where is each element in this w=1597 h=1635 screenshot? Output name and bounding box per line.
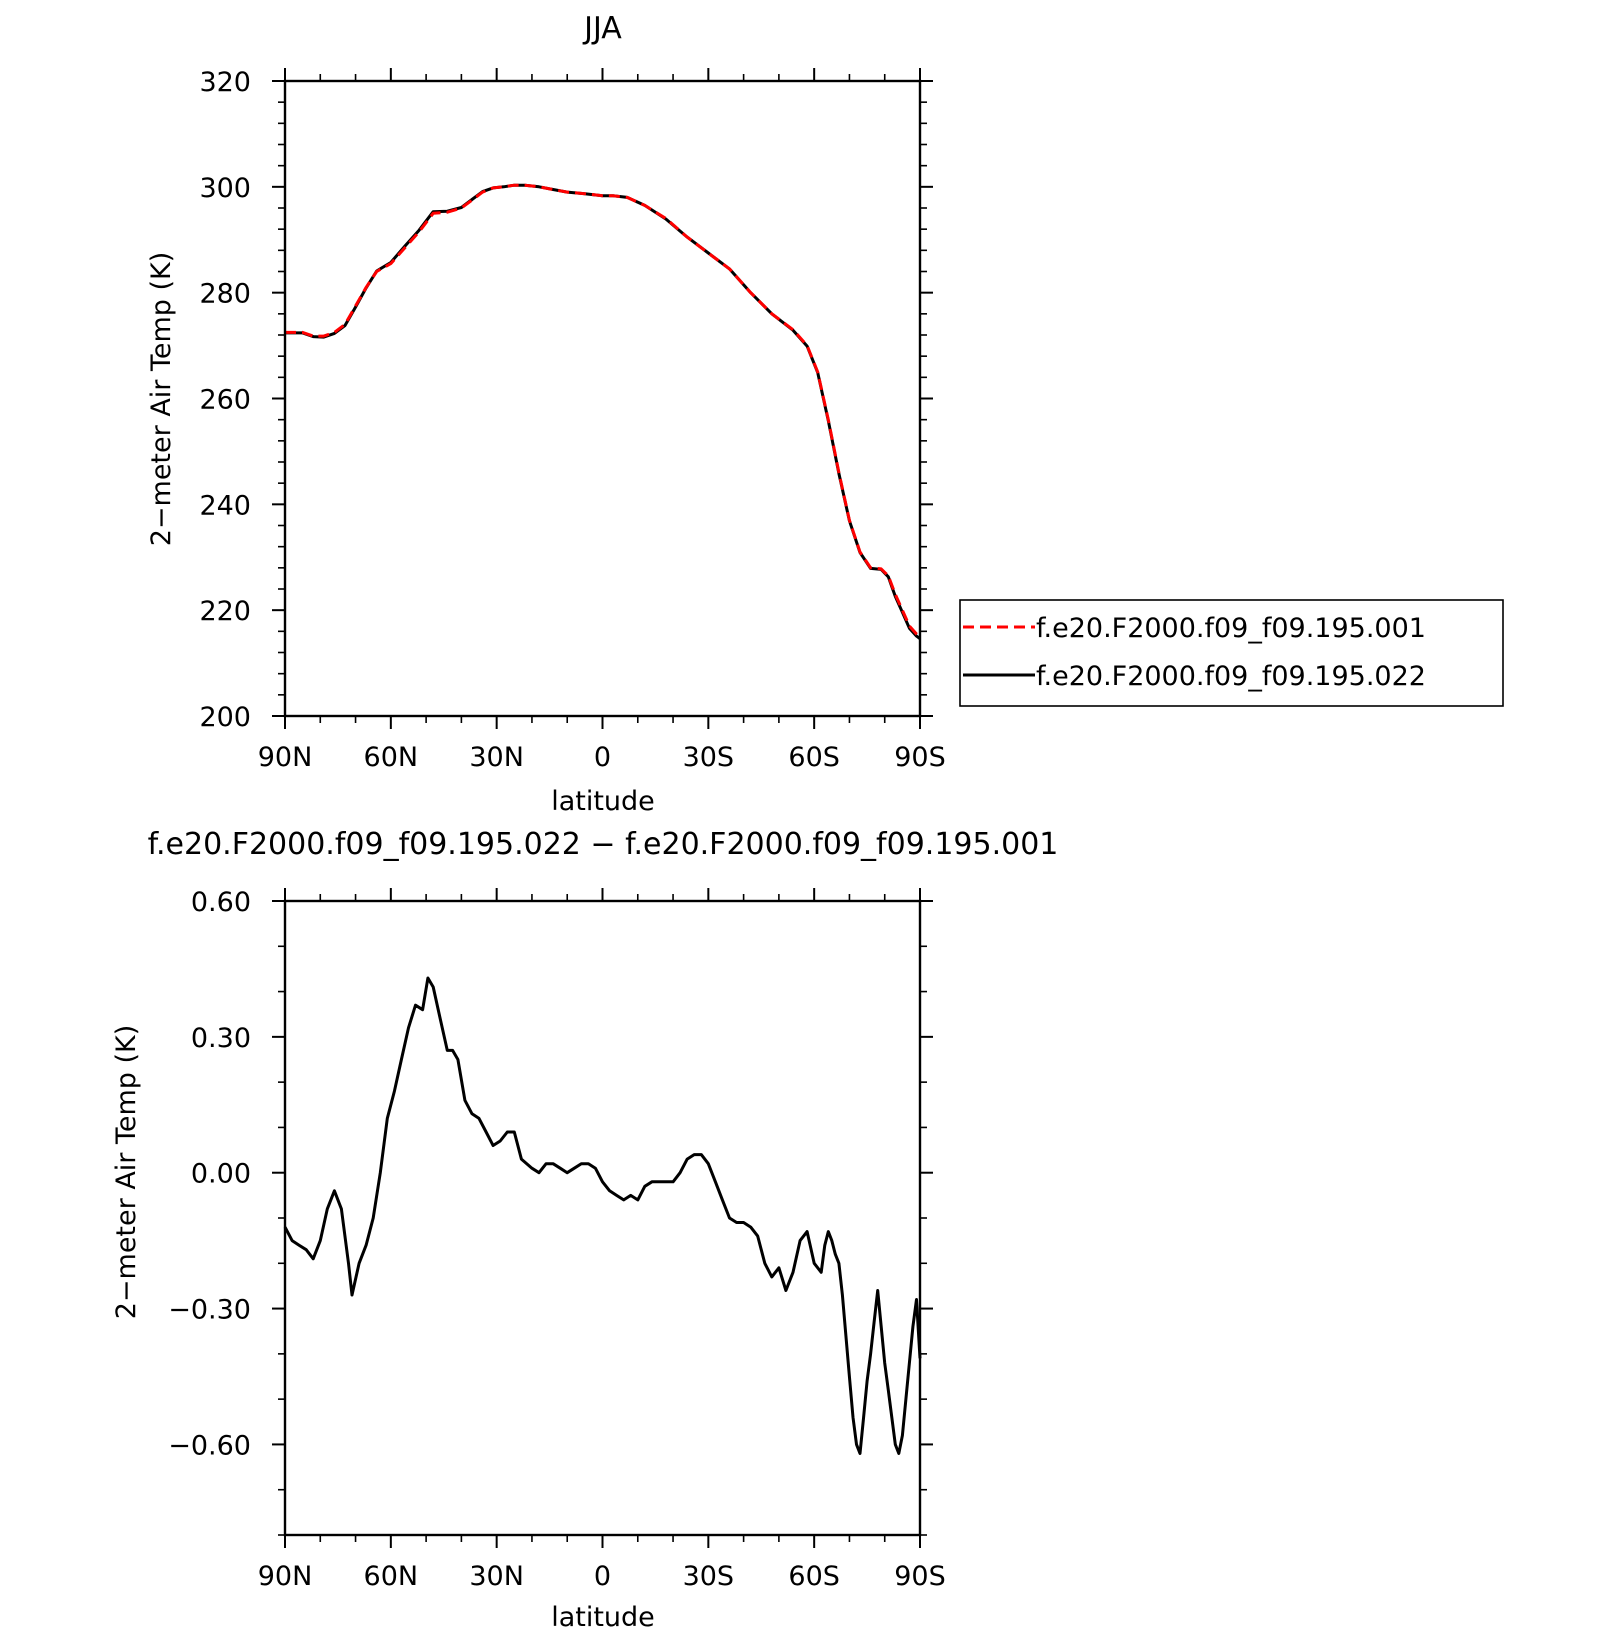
bottom-series-line-0 [283,976,922,1455]
bottom-y-tick-label: 0.60 [191,887,251,918]
bottom-y-tick-label: −0.30 [168,1295,251,1326]
top-x-tick-label: 30N [469,742,524,773]
bottom-chart-title: f.e20.F2000.f09_f09.195.022 − f.e20.F200… [148,827,1059,862]
bottom-y-tick-label: −0.60 [168,1430,251,1461]
top-y-tick-label: 260 [199,385,251,416]
bottom-x-tick-label: 60N [364,1561,419,1592]
bottom-y-axis-title: 2−meter Air Temp (K) [111,1025,142,1320]
bottom-x-tick-label: 90N [258,1561,313,1592]
bottom-x-tick-label: 0 [594,1561,611,1592]
top-y-tick-label: 280 [199,279,251,310]
top-x-tick-label: 0 [594,742,611,773]
top-x-tick-label: 90N [258,742,313,773]
bottom-x-tick-label: 60S [788,1561,840,1592]
top-x-tick-label: 60S [788,742,840,773]
top-series-line-0 [285,183,921,638]
legend-box [959,599,1504,707]
top-x-tick-label: 90S [894,742,946,773]
temperature-panel: JJA 2−meter Air Temp (K) latitude 90N 60N… [146,11,946,817]
top-series-group [285,183,921,640]
bottom-plot-frame [283,899,922,1537]
top-y-tick-label: 200 [199,702,251,733]
legend-label-run-001: f.e20.F2000.f09_f09.195.001 [1036,613,1426,644]
legend-label-run-022: f.e20.F2000.f09_f09.195.022 [1036,661,1426,692]
bottom-x-tick-label: 30N [469,1561,524,1592]
bottom-series-group [283,976,922,1455]
top-chart-title: JJA [582,11,622,46]
top-y-tick-label: 320 [199,67,251,98]
top-y-tick-label: 300 [199,173,251,204]
top-x-tick-label: 30S [683,742,735,773]
top-series-line-1 [285,183,921,640]
bottom-y-tick-label: 0.30 [191,1023,251,1054]
top-y-tick-label: 220 [199,596,251,627]
difference-panel: f.e20.F2000.f09_f09.195.022 − f.e20.F200… [111,827,1058,1633]
top-x-axis-title: latitude [551,786,655,817]
bottom-y-tick-label: 0.00 [191,1159,251,1190]
bottom-x-tick-label: 90S [894,1561,946,1592]
bottom-x-axis-title: latitude [551,1602,655,1633]
legend: f.e20.F2000.f09_f09.195.001 f.e20.F2000.… [959,599,1504,707]
top-y-axis-title: 2−meter Air Temp (K) [146,252,177,547]
top-x-tick-label: 60N [364,742,419,773]
top-y-tick-label: 240 [199,490,251,521]
bottom-x-tick-label: 30S [683,1561,735,1592]
top-axes: 90N 60N 30N 0 30S 60S 90S 200 220 240 260 280 300 320 [199,67,945,773]
bottom-axes: 90N 60N 30N 0 30S 60S 90S −0.60 −0.30 0.00 0.30 0.6… [168,887,946,1592]
